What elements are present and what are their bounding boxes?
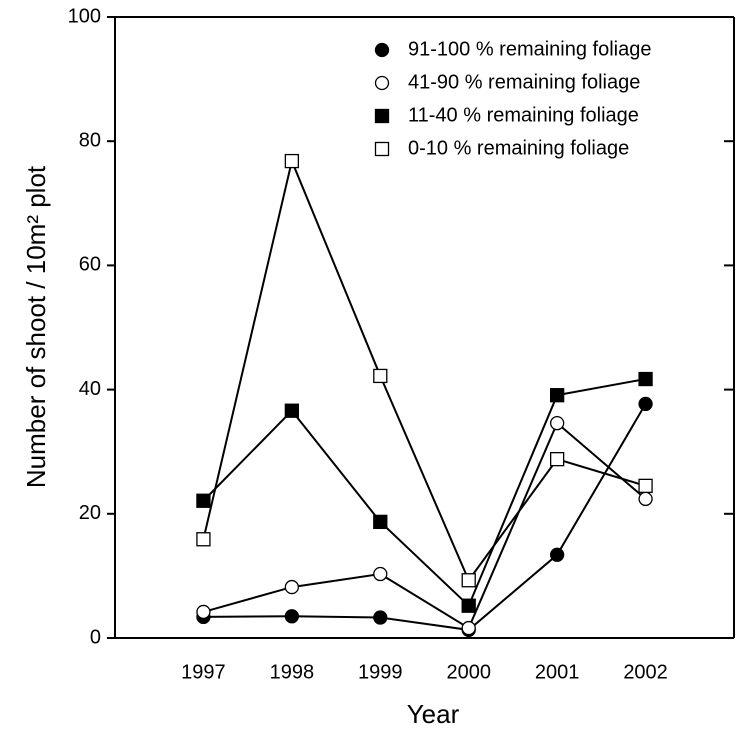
marker — [196, 604, 211, 620]
series-line — [203, 421, 647, 630]
marker — [461, 598, 476, 613]
legend-marker — [374, 42, 390, 58]
y-tick-label: 0 — [90, 626, 101, 648]
x-tick-label: 1997 — [181, 661, 226, 683]
marker — [196, 493, 211, 508]
marker — [373, 610, 388, 625]
x-tick-label: 2000 — [446, 661, 491, 683]
y-tick-label: 80 — [79, 129, 101, 151]
y-tick-label: 40 — [79, 378, 101, 400]
legend-label: 91-100 % remaining foliage — [408, 38, 652, 60]
series-line — [202, 157, 646, 583]
legend-marker — [374, 75, 390, 91]
x-tick-label: 2001 — [535, 661, 580, 683]
x-tick-label: 1998 — [270, 661, 315, 683]
legend-label: 11-40 % remaining foliage — [408, 104, 639, 126]
y-tick-label: 60 — [79, 254, 101, 276]
marker — [549, 388, 565, 403]
marker — [196, 532, 211, 547]
marker — [638, 396, 653, 412]
y-axis-title: Number of shoot / 10m² plot — [21, 165, 51, 488]
marker — [549, 415, 565, 431]
legend-marker — [374, 108, 390, 124]
y-tick-label: 100 — [68, 5, 101, 27]
y-tick-label: 20 — [79, 502, 101, 524]
marker — [638, 478, 653, 494]
marker — [284, 579, 300, 595]
x-tick-label: 2002 — [623, 661, 668, 683]
x-axis-title: Year — [407, 699, 460, 729]
marker — [284, 609, 300, 624]
marker — [373, 514, 388, 530]
marker — [373, 566, 388, 582]
marker — [638, 491, 653, 507]
marker — [549, 547, 565, 562]
marker — [549, 452, 565, 467]
series-line — [203, 403, 647, 631]
legend-label: 41-90 % remaining foliage — [408, 71, 640, 93]
legend-label: 0-10 % remaining foliage — [408, 137, 629, 159]
marker — [373, 368, 388, 384]
marker — [461, 620, 476, 636]
marker — [461, 573, 476, 588]
marker — [638, 371, 653, 387]
marker — [284, 403, 300, 418]
x-tick-label: 1999 — [358, 661, 403, 683]
series-line — [202, 378, 646, 608]
legend-marker — [374, 141, 390, 157]
marker — [284, 153, 300, 169]
